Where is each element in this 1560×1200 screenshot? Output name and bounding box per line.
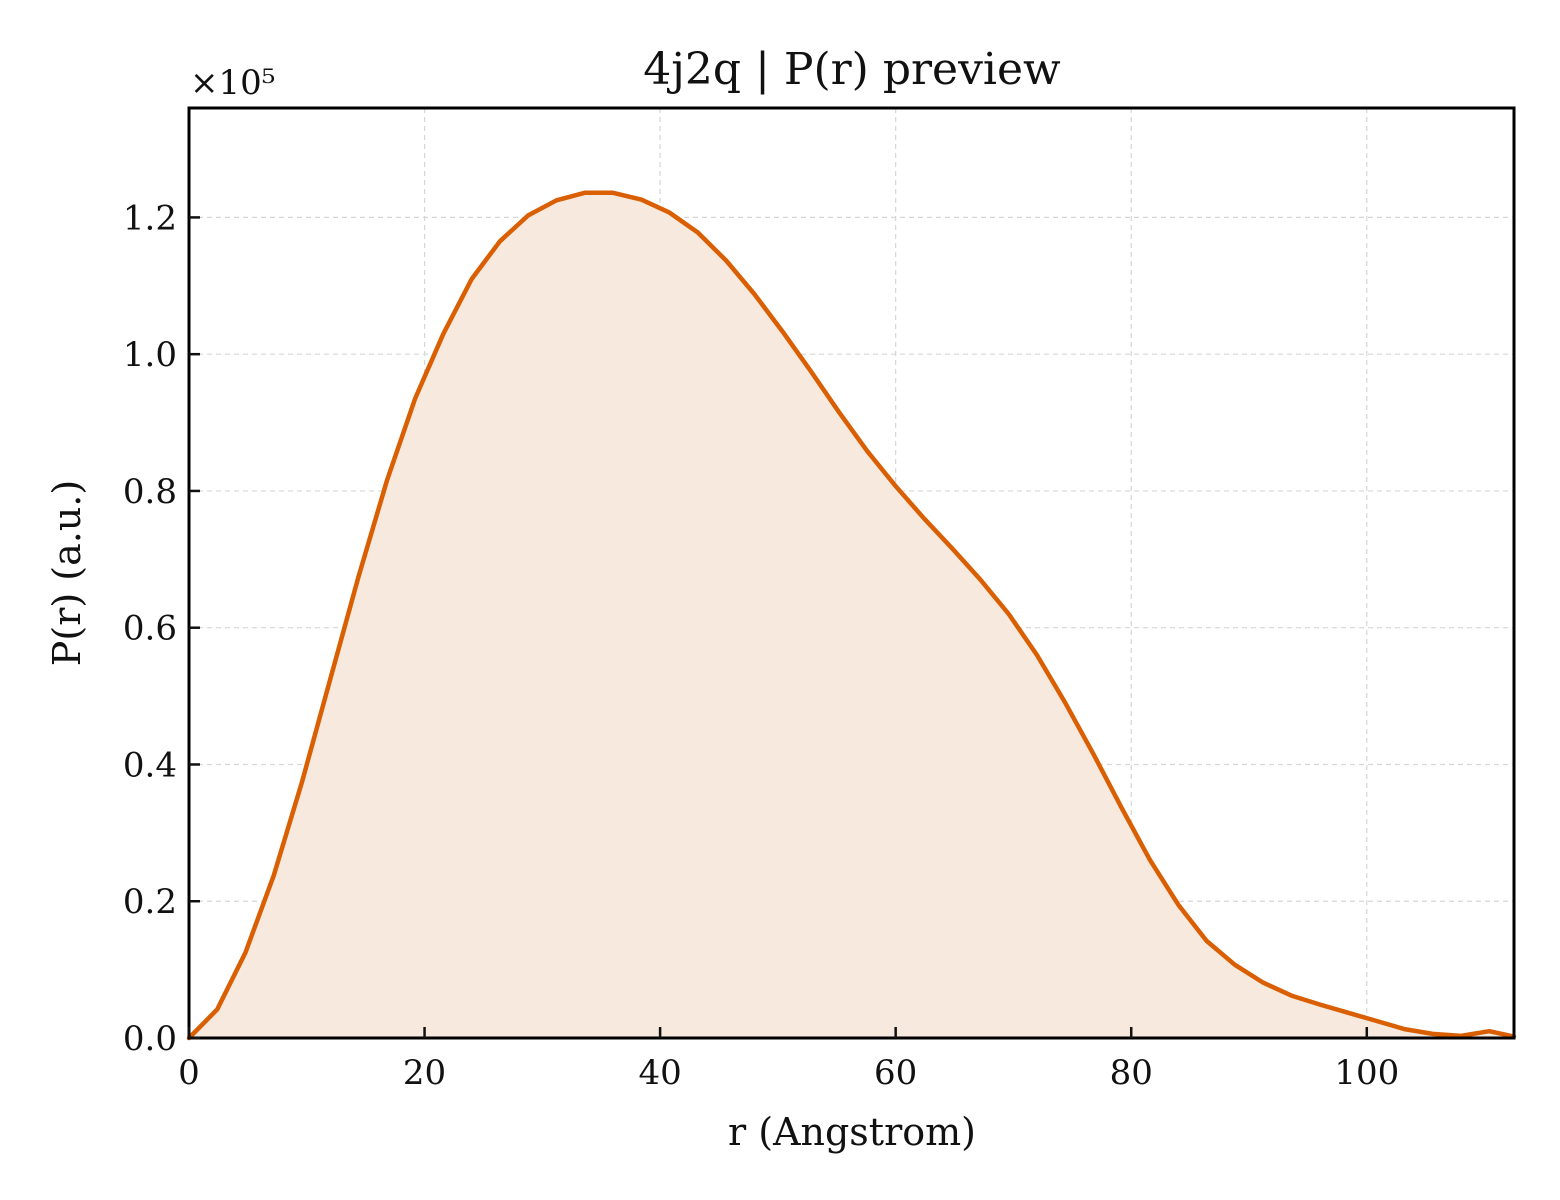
y-tick-label: 1.2 — [123, 198, 177, 238]
y-tick-label: 0.0 — [123, 1019, 177, 1059]
pr-area-fill — [189, 192, 1514, 1039]
chart-title: 4j2q | P(r) preview — [643, 44, 1061, 95]
y-tick-label: 1.0 — [123, 335, 177, 375]
y-offset-label: ×10⁵ — [190, 63, 275, 103]
x-tick-label: 0 — [178, 1053, 200, 1093]
y-axis-label: P(r) (a.u.) — [45, 480, 89, 666]
x-tick-label: 80 — [1110, 1053, 1153, 1093]
y-tick-label: 0.2 — [123, 882, 177, 922]
axis-ticks: 0 20 40 60 80 100 0.0 0.2 0.4 0.6 0.8 1.0 1.2 — [123, 198, 1399, 1093]
x-tick-label: 20 — [403, 1053, 446, 1093]
x-tick-label: 40 — [638, 1053, 681, 1093]
y-tick-label: 0.8 — [123, 472, 177, 512]
x-axis-label: r (Angstrom) — [728, 1110, 976, 1154]
x-tick-label: 60 — [874, 1053, 917, 1093]
y-tick-label: 0.6 — [123, 609, 177, 649]
x-tick-label: 100 — [1334, 1053, 1399, 1093]
axes-frame — [187, 106, 1516, 1040]
pr-curve-line — [186, 190, 1517, 1041]
y-tick-label: 0.4 — [123, 745, 177, 785]
